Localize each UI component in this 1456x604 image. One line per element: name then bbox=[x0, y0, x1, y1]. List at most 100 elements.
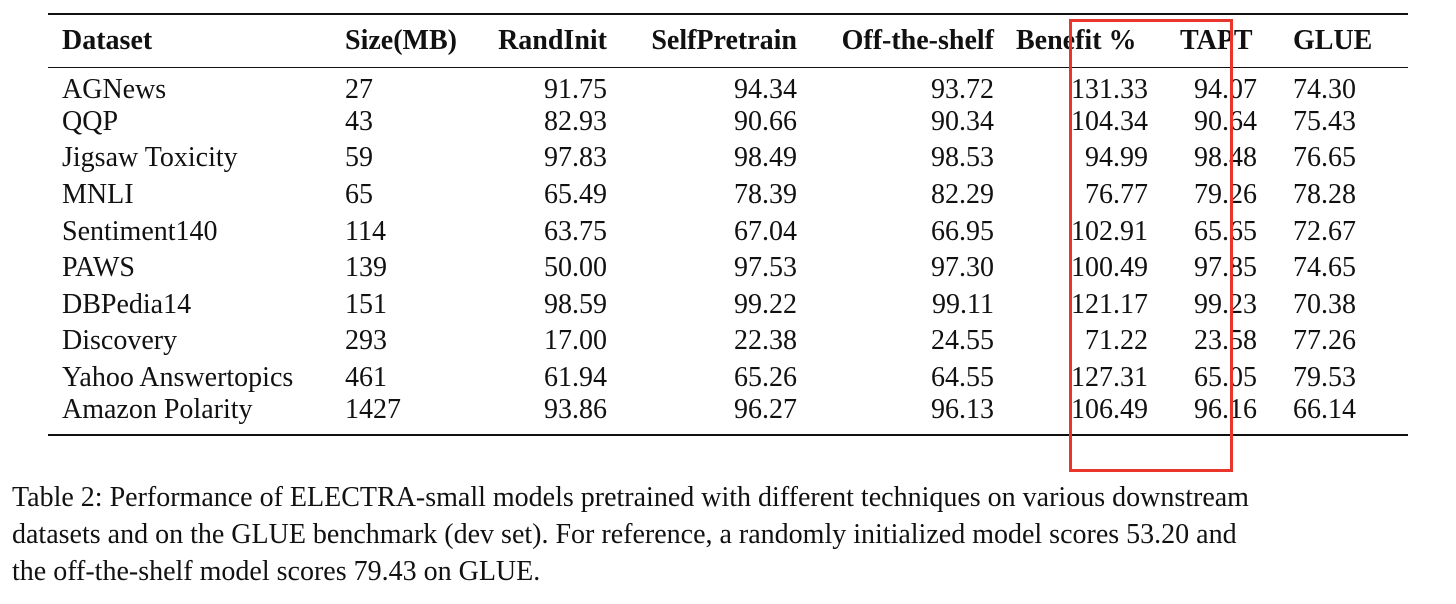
cell-glue: 75.43 bbox=[1293, 105, 1356, 137]
cell-size: 1427 bbox=[331, 396, 491, 437]
cell-tapt: 98.48 bbox=[1194, 142, 1257, 174]
cell-randinit: 61.94 bbox=[544, 362, 607, 394]
cell-benefit: 102.91 bbox=[1071, 215, 1148, 247]
cell-size: 114 bbox=[345, 215, 386, 247]
cell-dataset: Discovery bbox=[62, 325, 178, 357]
table-row: Jigsaw Toxicity 59 97.83 98.49 98.53 94.99 98.… bbox=[48, 140, 1408, 177]
cell-benefit: 131.33 bbox=[1071, 73, 1148, 105]
cell-dataset: AGNews bbox=[62, 73, 167, 105]
cell-selfpretrain: 78.39 bbox=[734, 179, 797, 211]
cell-selfpretrain: 94.34 bbox=[734, 73, 797, 105]
cell-size: 59 bbox=[345, 142, 373, 174]
cell-benefit: 121.17 bbox=[1071, 288, 1148, 320]
cell-off-the-shelf: 99.11 bbox=[932, 288, 994, 320]
cell-off-the-shelf: 96.13 bbox=[803, 396, 1000, 437]
cell-size: 43 bbox=[345, 105, 373, 137]
cell-benefit: 106.49 bbox=[1000, 396, 1170, 437]
cell-tapt: 94.07 bbox=[1194, 73, 1257, 105]
cell-benefit: 104.34 bbox=[1071, 105, 1148, 137]
header-off-the-shelf: Off-the-shelf bbox=[803, 13, 1000, 68]
cell-dataset: DBPedia14 bbox=[62, 288, 192, 320]
table-row: Yahoo Answertopics 461 61.94 65.26 64.55 127.… bbox=[48, 360, 1408, 397]
cell-off-the-shelf: 64.55 bbox=[931, 362, 994, 394]
cell-randinit: 65.49 bbox=[544, 179, 607, 211]
cell-randinit: 63.75 bbox=[544, 215, 607, 247]
cell-dataset: QQP bbox=[62, 105, 119, 137]
cell-dataset: Amazon Polarity bbox=[48, 396, 331, 437]
cell-dataset: Yahoo Answertopics bbox=[62, 362, 294, 394]
cell-off-the-shelf: 90.34 bbox=[931, 105, 994, 137]
header-glue: GLUE bbox=[1277, 13, 1408, 68]
table-row: DBPedia14 151 98.59 99.22 99.11 121.17 99.23 70… bbox=[48, 287, 1408, 324]
cell-selfpretrain: 90.66 bbox=[734, 105, 797, 137]
cell-off-the-shelf: 98.53 bbox=[931, 142, 994, 174]
table-caption: Table 2: Performance of ELECTRA-small mo… bbox=[12, 479, 1452, 590]
cell-selfpretrain: 99.22 bbox=[734, 288, 797, 320]
table-row: Amazon Polarity 1427 93.86 96.27 96.13 106.49… bbox=[48, 396, 1408, 437]
caption-line-3: the off-the-shelf model scores 79.43 on … bbox=[12, 556, 541, 587]
cell-off-the-shelf: 97.30 bbox=[931, 252, 994, 284]
cell-selfpretrain: 22.38 bbox=[734, 325, 797, 357]
cell-randinit: 82.93 bbox=[544, 105, 607, 137]
caption-line-2: datasets and on the GLUE benchmark (dev … bbox=[12, 519, 1237, 550]
cell-off-the-shelf: 66.95 bbox=[931, 215, 994, 247]
cell-tapt: 65.05 bbox=[1194, 362, 1257, 394]
cell-randinit: 17.00 bbox=[544, 325, 607, 357]
header-randinit: RandInit bbox=[491, 13, 613, 68]
cell-off-the-shelf: 24.55 bbox=[931, 325, 994, 357]
cell-size: 151 bbox=[345, 288, 387, 320]
cell-randinit: 97.83 bbox=[544, 142, 607, 174]
cell-selfpretrain: 65.26 bbox=[734, 362, 797, 394]
cell-randinit: 91.75 bbox=[544, 73, 607, 105]
results-table: Dataset Size(MB) RandInit SelfPretrain O… bbox=[48, 13, 1408, 437]
cell-tapt: 97.85 bbox=[1194, 252, 1257, 284]
cell-glue: 70.38 bbox=[1293, 288, 1356, 320]
cell-glue: 74.65 bbox=[1293, 252, 1356, 284]
cell-glue: 76.65 bbox=[1293, 142, 1356, 174]
cell-tapt: 99.23 bbox=[1194, 288, 1257, 320]
header-selfpretrain: SelfPretrain bbox=[613, 13, 803, 68]
table-row: MNLI 65 65.49 78.39 82.29 76.77 79.26 78.28 bbox=[48, 177, 1408, 214]
cell-benefit: 76.77 bbox=[1085, 179, 1148, 211]
cell-randinit: 98.59 bbox=[544, 288, 607, 320]
cell-benefit: 100.49 bbox=[1071, 252, 1148, 284]
header-dataset: Dataset bbox=[48, 13, 331, 68]
header-tapt: TAPT bbox=[1170, 13, 1277, 68]
cell-benefit: 71.22 bbox=[1085, 325, 1148, 357]
cell-benefit: 94.99 bbox=[1085, 142, 1148, 174]
cell-tapt: 65.65 bbox=[1194, 215, 1257, 247]
results-table-container: Dataset Size(MB) RandInit SelfPretrain O… bbox=[48, 13, 1408, 472]
cell-tapt: 23.58 bbox=[1194, 325, 1257, 357]
cell-tapt: 90.64 bbox=[1194, 105, 1257, 137]
cell-glue: 78.28 bbox=[1293, 179, 1356, 211]
cell-glue: 74.30 bbox=[1293, 73, 1356, 105]
cell-off-the-shelf: 93.72 bbox=[931, 73, 994, 105]
table-header-row: Dataset Size(MB) RandInit SelfPretrain O… bbox=[48, 13, 1408, 68]
cell-off-the-shelf: 82.29 bbox=[931, 179, 994, 211]
table-body: AGNews 27 91.75 94.34 93.72 131.33 94.07 74.30 Q… bbox=[48, 67, 1408, 437]
table-row: Sentiment140 114 63.75 67.04 66.95 102.91 65.6… bbox=[48, 213, 1408, 250]
header-size: Size(MB) bbox=[331, 13, 491, 68]
cell-selfpretrain: 67.04 bbox=[734, 215, 797, 247]
cell-selfpretrain: 96.27 bbox=[613, 396, 803, 437]
table-row: QQP 43 82.93 90.66 90.34 104.34 90.64 75.43 bbox=[48, 104, 1408, 141]
table-row: Discovery 293 17.00 22.38 24.55 71.22 23.58 77.… bbox=[48, 323, 1408, 360]
cell-selfpretrain: 97.53 bbox=[734, 252, 797, 284]
cell-selfpretrain: 98.49 bbox=[734, 142, 797, 174]
cell-size: 293 bbox=[345, 325, 387, 357]
cell-size: 27 bbox=[345, 73, 373, 105]
cell-tapt: 79.26 bbox=[1194, 179, 1257, 211]
cell-randinit: 50.00 bbox=[544, 252, 607, 284]
cell-dataset: MNLI bbox=[62, 179, 134, 211]
caption-line-1: Table 2: Performance of ELECTRA-small mo… bbox=[12, 482, 1249, 513]
cell-glue: 72.67 bbox=[1293, 215, 1356, 247]
cell-size: 65 bbox=[345, 179, 373, 211]
cell-glue: 79.53 bbox=[1293, 362, 1356, 394]
cell-tapt: 96.16 bbox=[1170, 396, 1277, 437]
cell-dataset: PAWS bbox=[62, 252, 135, 284]
header-benefit: Benefit % bbox=[1000, 13, 1170, 68]
cell-glue: 77.26 bbox=[1293, 325, 1356, 357]
cell-dataset: Jigsaw Toxicity bbox=[62, 142, 238, 174]
cell-dataset: Sentiment140 bbox=[62, 215, 218, 247]
cell-size: 461 bbox=[345, 362, 387, 394]
